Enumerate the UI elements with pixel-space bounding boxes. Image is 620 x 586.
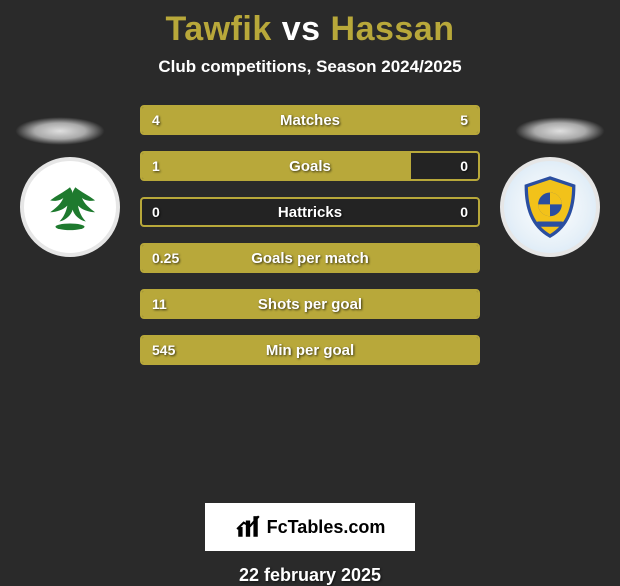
stat-value-right: 0	[460, 153, 468, 179]
stat-label: Hattricks	[142, 199, 478, 225]
club-badge-left	[20, 157, 120, 257]
shield-icon	[517, 174, 583, 240]
stat-row: Matches45	[140, 105, 480, 135]
stat-fill-left	[142, 107, 290, 133]
title-right: Hassan	[331, 10, 455, 48]
stat-row: Goals10	[140, 151, 480, 181]
comparison-stage: Matches45Goals10Hattricks00Goals per mat…	[0, 97, 620, 497]
stat-fill-left	[142, 291, 478, 317]
stat-fill-right	[290, 107, 478, 133]
stat-row: Hattricks0 0	[140, 197, 480, 227]
brand-text: FcTables.com	[267, 517, 386, 538]
subtitle: Club competitions, Season 2024/2025	[0, 57, 620, 77]
stat-row: Goals per match0.25	[140, 243, 480, 273]
eagle-icon	[37, 174, 103, 240]
title-left: Tawfik	[166, 10, 272, 48]
stat-row: Shots per goal11	[140, 289, 480, 319]
stat-row: Min per goal545	[140, 335, 480, 365]
page-title: Tawfik vs Hassan	[0, 0, 620, 49]
stat-bars: Matches45Goals10Hattricks00Goals per mat…	[140, 105, 480, 381]
stat-value-right: 0	[460, 199, 468, 225]
player-shadow-right	[515, 117, 605, 145]
stat-fill-left	[142, 153, 411, 179]
chart-icon	[235, 514, 261, 540]
title-vs: vs	[282, 10, 321, 48]
date-label: 22 february 2025	[0, 565, 620, 586]
brand-box[interactable]: FcTables.com	[205, 503, 415, 551]
stat-fill-left	[142, 337, 478, 363]
stat-value-left: 0	[152, 199, 160, 225]
player-shadow-left	[15, 117, 105, 145]
stat-fill-left	[142, 245, 478, 271]
club-badge-right	[500, 157, 600, 257]
